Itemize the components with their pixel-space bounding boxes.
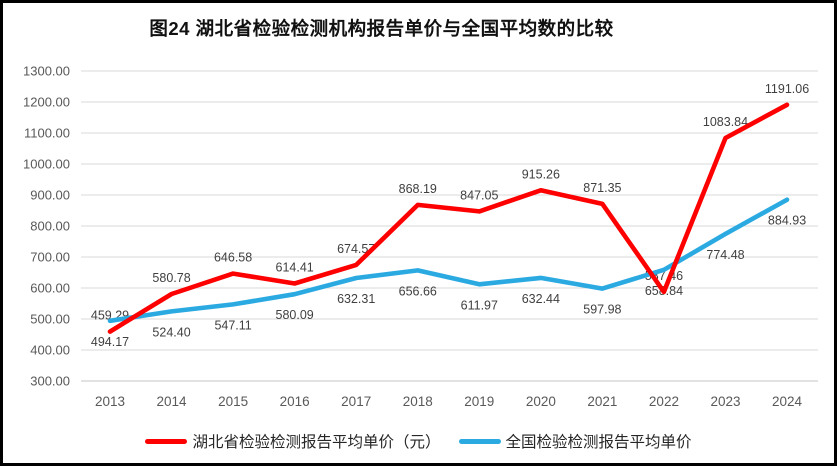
data-label-national: 632.31 xyxy=(337,292,375,306)
y-axis-tick-label: 1000.00 xyxy=(23,157,70,172)
data-label-hubei: 580.78 xyxy=(152,271,190,285)
y-axis-tick-label: 300.00 xyxy=(30,374,70,389)
x-axis-tick-label: 2013 xyxy=(95,394,125,409)
y-axis-tick-label: 500.00 xyxy=(30,312,70,327)
x-axis-tick-label: 2021 xyxy=(587,394,617,409)
data-label-hubei: 868.19 xyxy=(399,182,437,196)
data-label-national: 547.11 xyxy=(214,318,251,332)
legend-swatch-national xyxy=(458,438,501,444)
y-axis-tick-label: 800.00 xyxy=(30,219,70,234)
y-axis-tick-label: 1200.00 xyxy=(23,95,70,110)
y-axis-tick-label: 400.00 xyxy=(30,343,70,358)
y-axis-tick-label: 900.00 xyxy=(30,188,70,203)
data-label-hubei: 646.58 xyxy=(214,251,252,265)
legend-item-national: 全国检验检测报告平均单价 xyxy=(458,430,692,452)
chart-title: 图24 湖北省检验检测机构报告单价与全国平均数的比较 xyxy=(149,18,614,39)
x-axis-tick-label: 2019 xyxy=(464,394,494,409)
y-axis-tick-label: 700.00 xyxy=(30,250,70,265)
data-label-national: 597.98 xyxy=(583,303,621,317)
legend-label-hubei: 湖北省检验检测报告平均单价（元） xyxy=(192,434,441,451)
data-label-hubei: 614.41 xyxy=(276,261,314,275)
x-axis-tick-label: 2015 xyxy=(218,394,248,409)
x-axis-tick-label: 2020 xyxy=(526,394,556,409)
x-axis-tick-label: 2014 xyxy=(157,394,188,409)
data-label-hubei: 1083.84 xyxy=(703,115,748,129)
data-label-hubei: 871.35 xyxy=(583,181,621,195)
data-label-hubei: 915.26 xyxy=(522,167,560,181)
data-label-national: 884.93 xyxy=(768,214,806,228)
x-axis-tick-label: 2016 xyxy=(280,394,310,409)
data-label-national: 494.17 xyxy=(91,335,129,349)
series-line-hubei xyxy=(107,102,790,334)
data-label-national: 632.44 xyxy=(522,292,560,306)
y-axis-tick-label: 1100.00 xyxy=(24,126,70,141)
x-axis-tick-label: 2023 xyxy=(710,394,740,409)
y-axis-tick-label: 600.00 xyxy=(30,281,70,296)
x-axis-tick-label: 2018 xyxy=(403,394,433,409)
data-label-hubei: 847.05 xyxy=(460,188,498,202)
data-label-national: 774.48 xyxy=(706,248,744,262)
legend-item-hubei: 湖北省检验检测报告平均单价（元） xyxy=(145,430,441,452)
legend-label-national: 全国检验检测报告平均单价 xyxy=(505,434,692,451)
legend-swatch-hubei xyxy=(145,438,188,444)
chart-legend: 湖北省检验检测报告平均单价（元） 全国检验检测报告平均单价 xyxy=(3,430,834,452)
data-label-hubei: 1191.06 xyxy=(765,82,809,96)
x-axis-tick-label: 2024 xyxy=(772,394,803,409)
data-label-national: 656.66 xyxy=(399,284,437,298)
data-label-national: 611.97 xyxy=(461,298,498,312)
data-label-national: 524.40 xyxy=(152,325,190,339)
x-axis-tick-label: 2017 xyxy=(341,394,371,409)
x-axis-tick-label: 2022 xyxy=(649,394,679,409)
y-axis-tick-label: 1300.00 xyxy=(23,64,70,79)
line-chart: 1300.00 1200.00 1100.00 1000.00 900.00 800.00… xyxy=(23,64,818,409)
data-label-national: 580.09 xyxy=(276,308,314,322)
series-line-national xyxy=(107,197,790,324)
